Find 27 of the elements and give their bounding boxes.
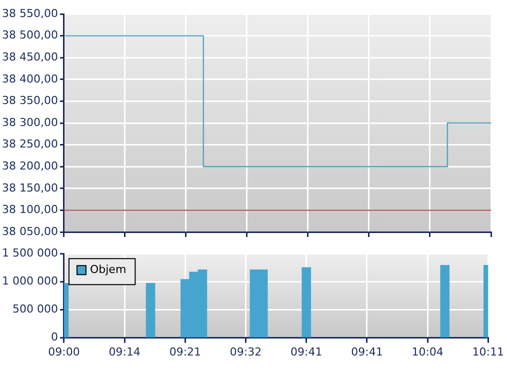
x-tick-label: 09:41	[290, 345, 322, 358]
y-tick-label: 38 350,00	[2, 94, 58, 108]
y-tick-label: 38 150,00	[2, 181, 58, 194]
y-tick-label: 38 500,00	[2, 28, 58, 42]
bar	[440, 265, 450, 338]
y-tick-label: 1 000 000	[2, 274, 58, 288]
legend-label: Objem	[90, 262, 126, 276]
x-tick-label: 09:00	[48, 345, 80, 358]
y-tick-label: 38 200,00	[2, 159, 58, 172]
x-tick-label: 09:21	[169, 345, 202, 358]
y-tick-label: 500 000	[12, 302, 58, 316]
x-tick-label: 09:41	[351, 345, 383, 358]
x-tick-label: 10:11	[472, 345, 504, 358]
x-tick-label: 09:14	[108, 345, 140, 358]
y-tick-label: 38 400,00	[2, 72, 58, 86]
y-tick-label: 38 100,00	[2, 203, 58, 216]
y-tick-label: 0	[50, 330, 58, 344]
y-tick-label: 38 550,00	[2, 6, 58, 20]
y-tick-label: 38 250,00	[2, 138, 58, 151]
y-tick-label: 38 300,00	[2, 116, 58, 129]
y-tick-label: 1 500 000	[2, 246, 58, 260]
bar	[146, 283, 156, 338]
x-tick-label: 09:32	[230, 345, 262, 358]
bar	[302, 267, 312, 338]
x-tick-label: 10:04	[412, 345, 444, 358]
y-tick-label: 38 450,00	[2, 50, 58, 64]
y-tick-label: 38 050,00	[2, 224, 58, 238]
